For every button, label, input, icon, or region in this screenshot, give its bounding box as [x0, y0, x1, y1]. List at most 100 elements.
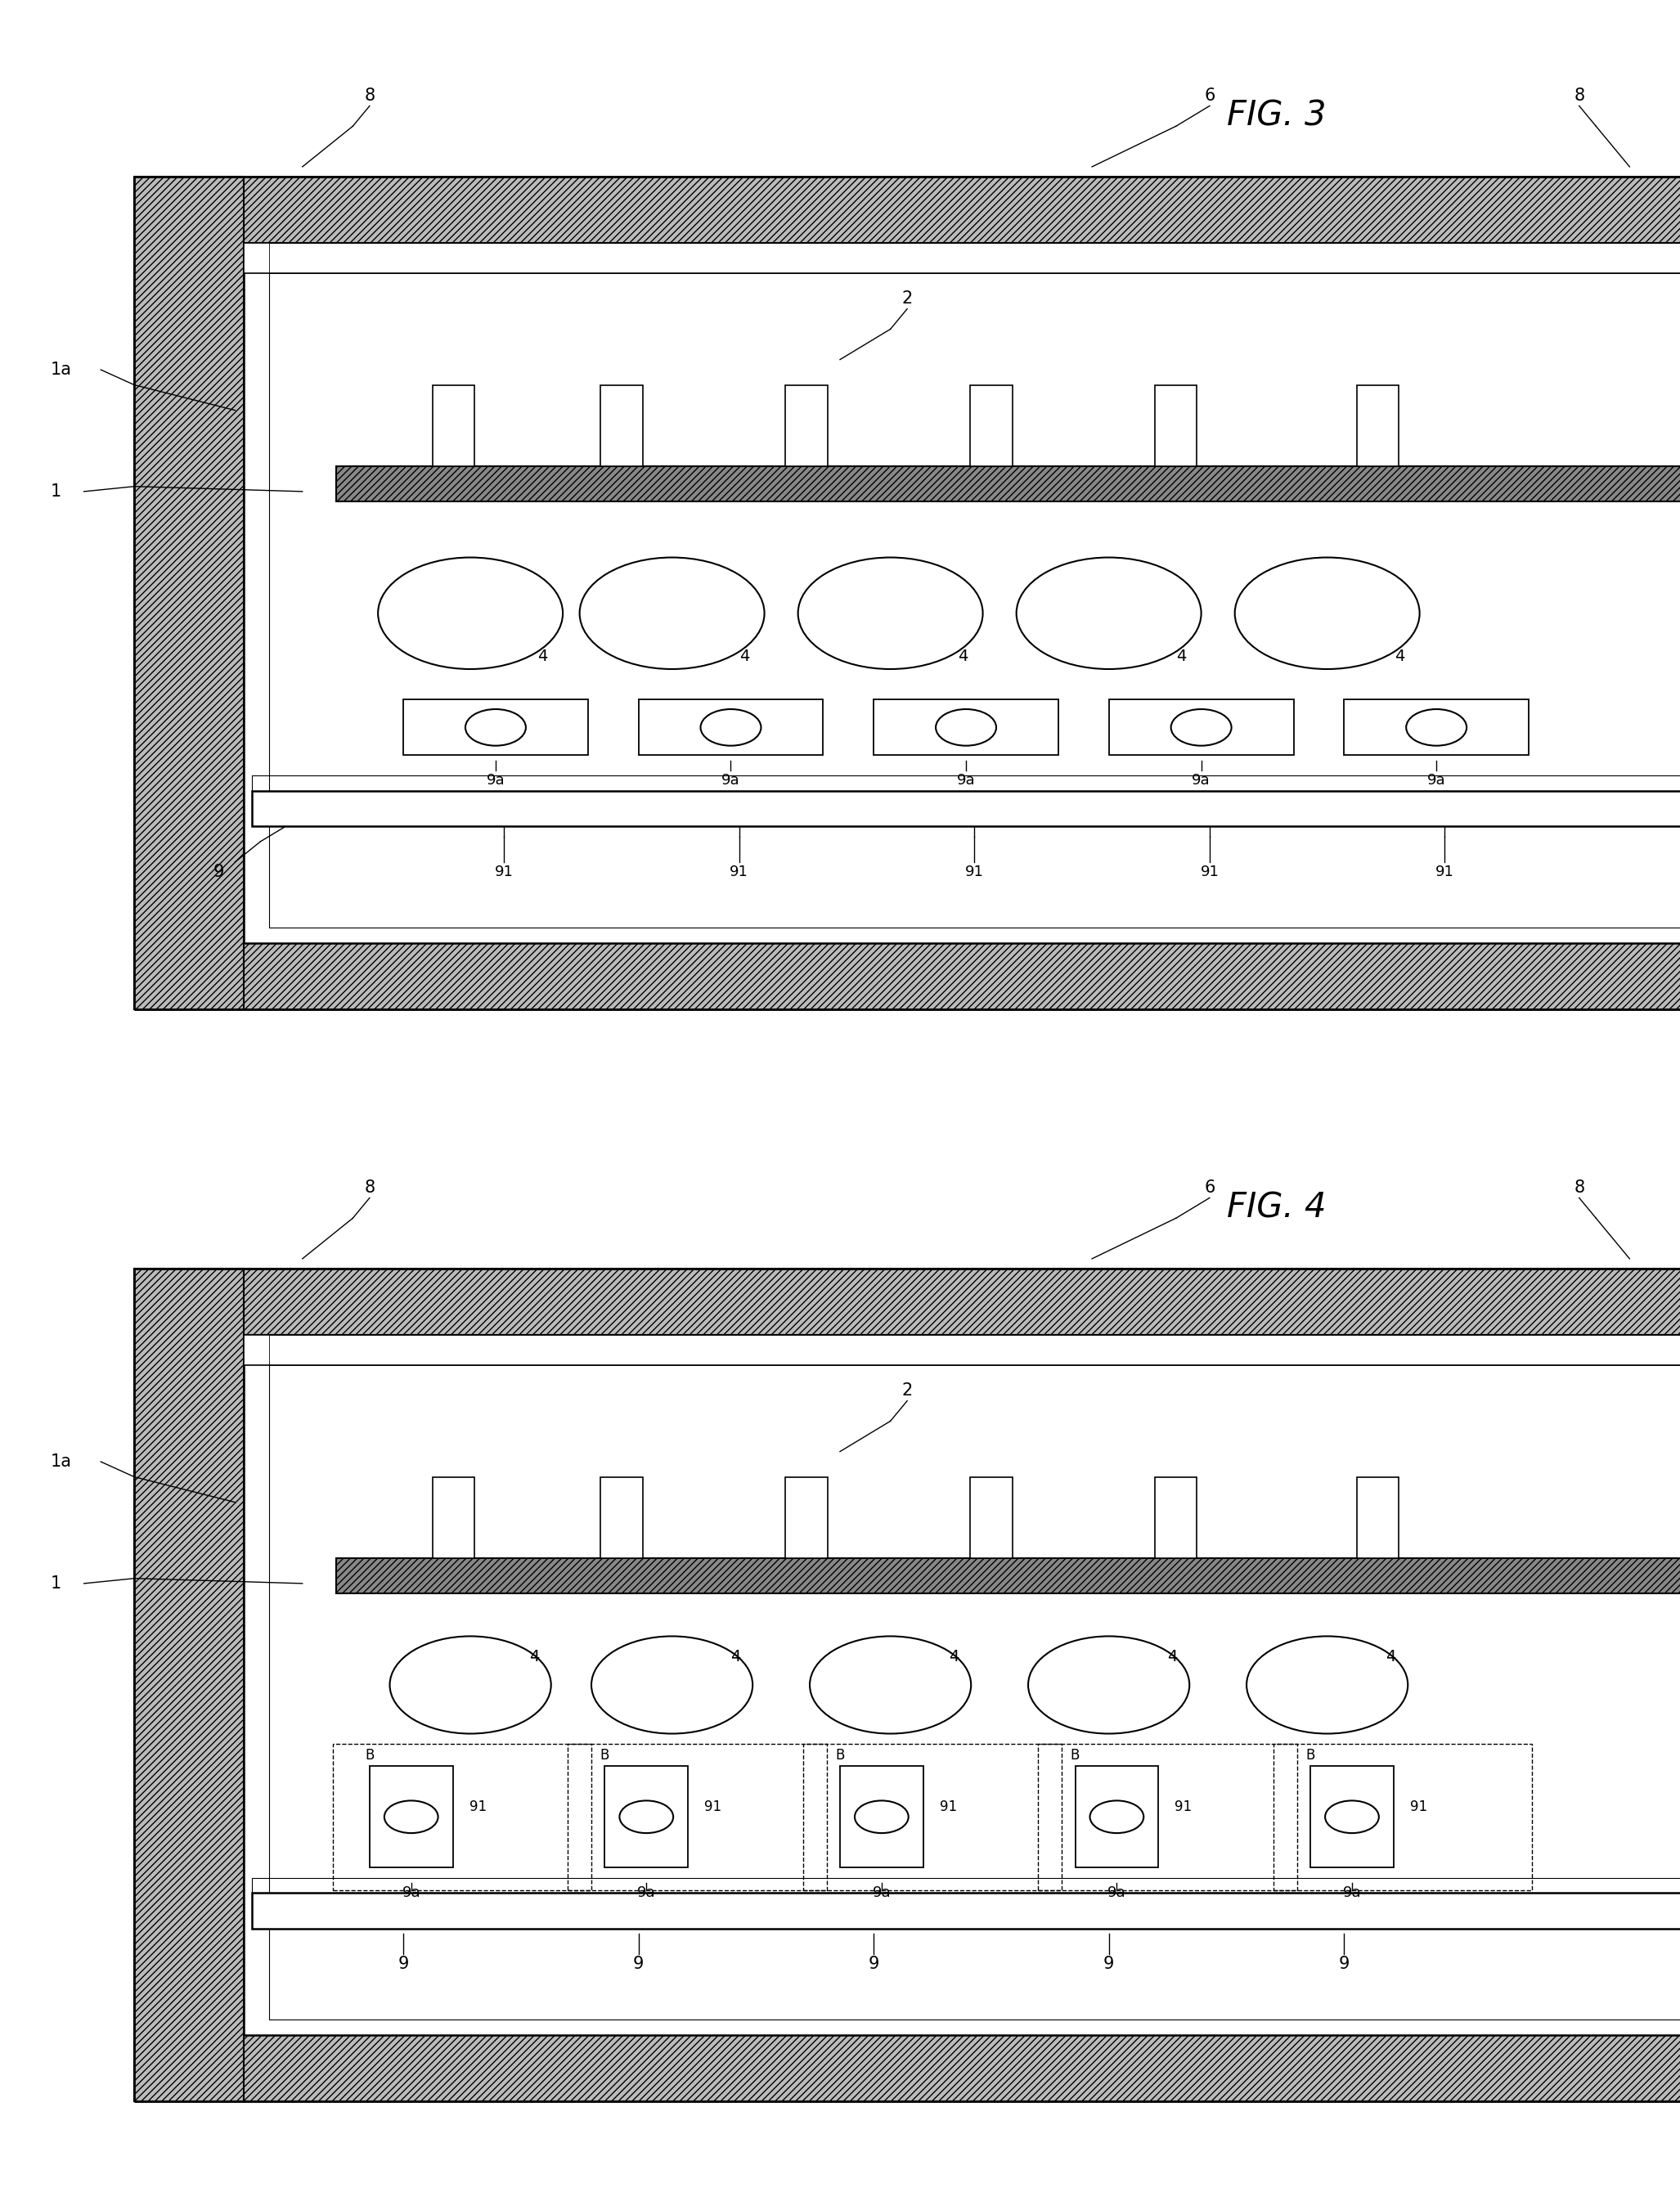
Text: 9: 9: [633, 1957, 643, 1972]
Text: 91: 91: [704, 1800, 722, 1813]
Ellipse shape: [465, 708, 526, 746]
Text: 2: 2: [902, 291, 912, 307]
Bar: [244, 1335, 1680, 2034]
Text: 9: 9: [398, 1957, 408, 1972]
Bar: [1075, 1767, 1159, 1868]
Text: 91: 91: [1410, 1800, 1428, 1813]
Text: B: B: [365, 1749, 375, 1763]
Bar: [1154, 384, 1196, 465]
Bar: [1154, 1478, 1196, 1557]
Bar: [1356, 1478, 1398, 1557]
Text: 8: 8: [1574, 88, 1584, 104]
Bar: [1109, 699, 1294, 754]
Ellipse shape: [1028, 1637, 1189, 1734]
Ellipse shape: [1235, 558, 1420, 668]
Text: 91: 91: [494, 865, 514, 880]
Bar: [269, 243, 1680, 274]
Bar: [252, 1893, 1680, 1928]
Text: 91: 91: [729, 865, 749, 880]
Ellipse shape: [378, 558, 563, 668]
Bar: [134, 944, 1680, 1008]
Bar: [370, 1767, 452, 1868]
Ellipse shape: [580, 558, 764, 668]
Bar: [134, 176, 244, 1008]
Bar: [1344, 699, 1529, 754]
Text: 91: 91: [1435, 865, 1455, 880]
Bar: [971, 1478, 1011, 1557]
Text: 8: 8: [365, 88, 375, 104]
Text: 9a: 9a: [1426, 774, 1446, 788]
Ellipse shape: [1247, 1637, 1408, 1734]
Text: 9a: 9a: [637, 1886, 655, 1899]
Ellipse shape: [936, 708, 996, 746]
Bar: [1356, 384, 1398, 465]
Bar: [134, 1268, 1680, 2100]
Bar: [568, 1743, 827, 1891]
Bar: [134, 1268, 244, 2100]
Bar: [252, 792, 1680, 827]
Text: 9: 9: [1339, 1957, 1349, 1972]
Bar: [433, 1478, 474, 1557]
Text: 9: 9: [1104, 1957, 1114, 1972]
Text: 91: 91: [469, 1800, 487, 1813]
Text: 9a: 9a: [1191, 774, 1211, 788]
Text: FIG. 3: FIG. 3: [1226, 99, 1327, 132]
Text: 4: 4: [1386, 1650, 1396, 1666]
Text: 4: 4: [731, 1650, 741, 1666]
Bar: [1273, 1743, 1532, 1891]
Bar: [134, 2034, 1680, 2100]
Text: 8: 8: [365, 1180, 375, 1196]
Ellipse shape: [1016, 558, 1201, 668]
Bar: [269, 258, 1680, 929]
Text: 9a: 9a: [956, 774, 976, 788]
Bar: [252, 1877, 1680, 1893]
Bar: [244, 243, 1680, 274]
Text: 4: 4: [538, 649, 548, 664]
Text: B: B: [835, 1749, 845, 1763]
Text: 4: 4: [1394, 649, 1404, 664]
Bar: [134, 1268, 1680, 1335]
Text: 1a: 1a: [50, 1454, 72, 1469]
Text: 9a: 9a: [872, 1886, 890, 1899]
Bar: [269, 1335, 1680, 1366]
Ellipse shape: [1326, 1800, 1379, 1833]
Bar: [1310, 1767, 1394, 1868]
Text: 4: 4: [1168, 1650, 1178, 1666]
Text: 91: 91: [1174, 1800, 1193, 1813]
Text: 6: 6: [1205, 1180, 1215, 1196]
Bar: [638, 699, 823, 754]
Bar: [971, 384, 1011, 465]
Bar: [840, 1767, 924, 1868]
Bar: [1038, 1743, 1297, 1891]
Ellipse shape: [1171, 708, 1231, 746]
Bar: [803, 1743, 1062, 1891]
Bar: [785, 1478, 827, 1557]
Text: B: B: [1070, 1749, 1080, 1763]
Bar: [244, 243, 1680, 944]
Ellipse shape: [620, 1800, 674, 1833]
Ellipse shape: [591, 1637, 753, 1734]
Ellipse shape: [1090, 1800, 1144, 1833]
Bar: [244, 1335, 1680, 1366]
Bar: [252, 777, 1680, 792]
Bar: [336, 1557, 1680, 1593]
Bar: [785, 384, 827, 465]
Ellipse shape: [855, 1800, 909, 1833]
Text: 9a: 9a: [1342, 1886, 1361, 1899]
Text: 9a: 9a: [402, 1886, 420, 1899]
Bar: [433, 384, 474, 465]
Text: 1: 1: [50, 1575, 60, 1593]
Text: 91: 91: [1200, 865, 1220, 880]
Text: 91: 91: [939, 1800, 958, 1813]
Text: 4: 4: [1176, 649, 1186, 664]
Text: 6: 6: [1205, 88, 1215, 104]
Bar: [601, 384, 642, 465]
Text: 9a: 9a: [721, 774, 741, 788]
Ellipse shape: [385, 1800, 438, 1833]
Bar: [601, 1478, 642, 1557]
Text: B: B: [1305, 1749, 1315, 1763]
Text: 9a: 9a: [486, 774, 506, 788]
Ellipse shape: [810, 1637, 971, 1734]
Text: 4: 4: [739, 649, 749, 664]
Bar: [134, 176, 1680, 243]
